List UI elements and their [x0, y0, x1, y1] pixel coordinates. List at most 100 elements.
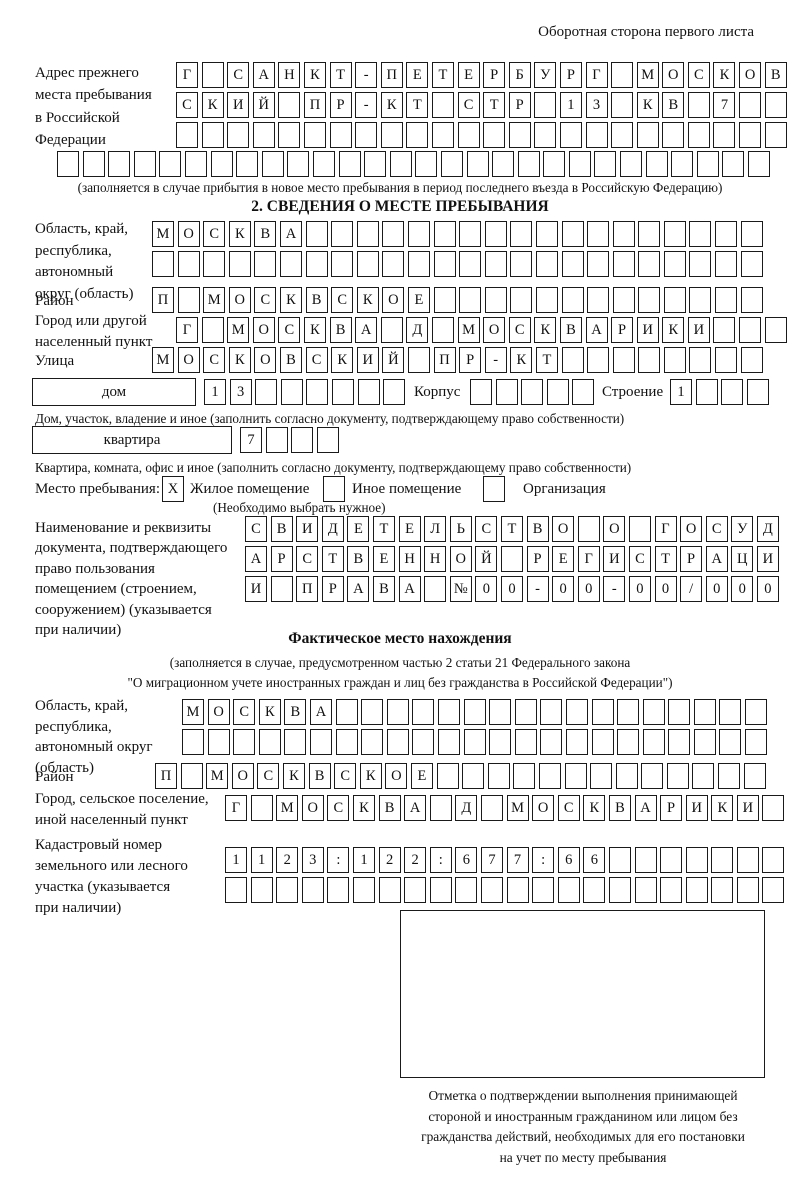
char-box[interactable]: В: [279, 347, 302, 373]
char-box[interactable]: [378, 877, 401, 903]
char-box[interactable]: К: [356, 287, 379, 313]
char-box[interactable]: [634, 847, 657, 873]
char-box[interactable]: Б: [508, 62, 531, 88]
char-box[interactable]: [316, 427, 339, 453]
char-box[interactable]: [689, 251, 712, 277]
char-box[interactable]: [508, 122, 531, 148]
char-box[interactable]: О: [552, 516, 575, 542]
char-box[interactable]: 0: [731, 576, 754, 602]
char-box[interactable]: Е: [398, 516, 421, 542]
char-box[interactable]: [424, 576, 447, 602]
char-box[interactable]: [762, 847, 785, 873]
char-box[interactable]: [561, 347, 584, 373]
char-box[interactable]: [463, 729, 486, 755]
char-box[interactable]: К: [534, 317, 557, 343]
char-box[interactable]: [265, 427, 288, 453]
char-box[interactable]: К: [201, 92, 224, 118]
char-box[interactable]: Д: [756, 516, 779, 542]
char-box[interactable]: О: [207, 699, 230, 725]
char-box[interactable]: К: [636, 92, 659, 118]
char-box[interactable]: С: [254, 287, 277, 313]
char-box[interactable]: [740, 251, 763, 277]
char-box[interactable]: [280, 379, 303, 405]
char-box[interactable]: [764, 122, 787, 148]
char-box[interactable]: Г: [225, 795, 247, 821]
char-box[interactable]: О: [603, 516, 626, 542]
char-box[interactable]: [352, 877, 375, 903]
char-box[interactable]: Т: [406, 92, 429, 118]
char-box[interactable]: С: [334, 763, 357, 789]
char-box[interactable]: С: [203, 347, 226, 373]
char-box[interactable]: [736, 877, 759, 903]
char-box[interactable]: Р: [611, 317, 634, 343]
char-box[interactable]: [517, 151, 540, 177]
char-box[interactable]: [564, 763, 587, 789]
char-box[interactable]: К: [510, 347, 533, 373]
char-box[interactable]: [184, 151, 207, 177]
char-box[interactable]: Р: [483, 62, 506, 88]
char-box[interactable]: [233, 729, 256, 755]
char-box[interactable]: [357, 379, 380, 405]
char-box[interactable]: 7: [240, 427, 262, 453]
char-box[interactable]: [711, 847, 734, 873]
char-box[interactable]: [301, 877, 324, 903]
char-box[interactable]: 3: [229, 379, 252, 405]
char-box[interactable]: [546, 379, 569, 405]
char-box[interactable]: [513, 763, 536, 789]
char-box[interactable]: [306, 379, 329, 405]
char-box[interactable]: [645, 151, 668, 177]
char-box[interactable]: И: [636, 317, 659, 343]
char-box[interactable]: М: [152, 347, 174, 373]
char-box[interactable]: Й: [382, 347, 405, 373]
char-box[interactable]: [572, 379, 595, 405]
char-box[interactable]: А: [355, 317, 378, 343]
char-box[interactable]: К: [282, 763, 305, 789]
char-box[interactable]: И: [356, 347, 379, 373]
char-box[interactable]: [611, 62, 634, 88]
char-box[interactable]: [718, 763, 741, 789]
char-box[interactable]: [305, 251, 328, 277]
char-box[interactable]: С: [508, 317, 531, 343]
char-box[interactable]: Т: [654, 546, 677, 572]
char-box[interactable]: К: [662, 317, 685, 343]
char-box[interactable]: [463, 699, 486, 725]
char-box[interactable]: [696, 151, 719, 177]
char-box[interactable]: -: [526, 576, 549, 602]
char-box[interactable]: А: [245, 546, 267, 572]
char-box[interactable]: [327, 877, 350, 903]
char-box[interactable]: Д: [455, 795, 478, 821]
char-box[interactable]: [480, 877, 503, 903]
char-box[interactable]: 2: [404, 847, 427, 873]
char-box[interactable]: Е: [372, 546, 395, 572]
char-box[interactable]: У: [534, 62, 557, 88]
char-box[interactable]: Р: [270, 546, 293, 572]
char-box[interactable]: [429, 795, 452, 821]
char-box[interactable]: Й: [475, 546, 498, 572]
char-box[interactable]: [227, 122, 250, 148]
char-box[interactable]: А: [634, 795, 657, 821]
char-box[interactable]: Т: [329, 62, 352, 88]
char-box[interactable]: Ь: [449, 516, 472, 542]
char-box[interactable]: [719, 699, 742, 725]
char-box[interactable]: [177, 251, 200, 277]
char-box[interactable]: А: [252, 62, 275, 88]
char-box[interactable]: Р: [321, 576, 344, 602]
char-box[interactable]: Й: [252, 92, 275, 118]
char-box[interactable]: А: [309, 699, 332, 725]
char-box[interactable]: [484, 287, 507, 313]
char-box[interactable]: [535, 221, 558, 247]
char-box[interactable]: [386, 729, 409, 755]
char-box[interactable]: [559, 122, 582, 148]
char-box[interactable]: И: [603, 546, 626, 572]
char-box[interactable]: О: [739, 62, 762, 88]
char-box[interactable]: [489, 699, 512, 725]
char-box[interactable]: Ц: [731, 546, 754, 572]
char-box[interactable]: М: [457, 317, 480, 343]
char-box[interactable]: [587, 251, 610, 277]
char-box[interactable]: С: [687, 62, 710, 88]
char-box[interactable]: В: [254, 221, 277, 247]
char-box[interactable]: 0: [654, 576, 677, 602]
char-box[interactable]: О: [177, 347, 200, 373]
char-box[interactable]: [534, 122, 557, 148]
char-box[interactable]: С: [457, 92, 480, 118]
